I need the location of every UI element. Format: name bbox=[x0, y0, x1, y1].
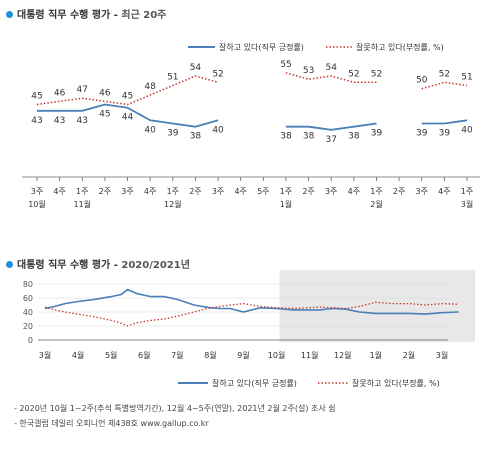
data-label-positive: 43 bbox=[31, 116, 42, 126]
x-tick-label: 3월 bbox=[436, 350, 448, 360]
data-label-negative: 52 bbox=[439, 69, 450, 79]
data-label-negative: 51 bbox=[167, 73, 178, 83]
chart1-plot: 잘하고 있다(직무 긍정률) 잘못하고 있다(부정률, %) 3주 4주 1주 2주 3주 4… bbox=[22, 42, 480, 209]
legend-label-positive: 잘하고 있다(직무 긍정률) bbox=[212, 378, 297, 388]
x-tick-label: 3주 bbox=[121, 187, 133, 196]
x-tick-label: 1주 bbox=[167, 187, 179, 196]
data-label-negative: 55 bbox=[280, 60, 291, 70]
data-label-positive: 38 bbox=[280, 132, 292, 142]
data-label-positive: 39 bbox=[439, 129, 451, 139]
x-tick-label: 4주 bbox=[348, 187, 360, 196]
x-tick-label: 4주 bbox=[144, 187, 156, 196]
x-tick-label: 10월 bbox=[268, 350, 286, 360]
footnote-2: - 한국갤럽 데일리 오피니언 제438호 www.gallup.co.kr bbox=[14, 419, 209, 428]
x-month-label: 10월 bbox=[28, 199, 46, 209]
data-label-positive: 39 bbox=[167, 129, 179, 139]
x-tick-label: 1주 bbox=[76, 187, 88, 196]
x-tick-label: 8월 bbox=[204, 350, 216, 360]
y-tick-label: 20 bbox=[23, 322, 33, 331]
y-tick-label: 40 bbox=[23, 308, 33, 317]
x-tick-label: 2주 bbox=[393, 187, 405, 196]
x-tick-label: 5월 bbox=[105, 350, 117, 360]
x-tick-label: 2주 bbox=[99, 187, 111, 196]
data-label-negative: 52 bbox=[371, 69, 382, 79]
data-label-positive: 39 bbox=[371, 129, 383, 139]
data-label-negative: 51 bbox=[461, 73, 472, 83]
x-tick-label: 5주 bbox=[257, 187, 269, 196]
chart2-plot: 0 20 40 60 80 3월 4월 5월 6월 7월 8월 9월 10월 11월 12월 1월 2월 3월잘하… bbox=[23, 270, 476, 388]
x-tick-label: 1주 bbox=[280, 187, 292, 196]
chart1-title: 대통령 직무 수행 평가 - 최근 20주 bbox=[6, 6, 166, 21]
data-label-negative: 46 bbox=[99, 88, 111, 98]
x-tick-label: 4주 bbox=[438, 187, 450, 196]
bullet-dot-icon bbox=[6, 261, 13, 268]
data-label-positive: 38 bbox=[303, 132, 315, 142]
y-tick-label: 80 bbox=[23, 280, 33, 289]
x-tick-label: 1월 bbox=[370, 350, 382, 360]
footnote-1: - 2020년 10월 1~2주(추석 특별방역기간), 12월 4~5주(연말… bbox=[14, 404, 336, 413]
x-tick-label: 3주 bbox=[212, 187, 224, 196]
legend-label-positive: 잘하고 있다(직무 긍정률) bbox=[219, 42, 304, 52]
x-tick-label: 6월 bbox=[138, 350, 150, 360]
series-positive-line bbox=[44, 288, 459, 315]
series-positive-line bbox=[37, 103, 468, 131]
x-tick-label: 1주 bbox=[370, 187, 382, 196]
data-label-negative: 50 bbox=[416, 76, 428, 86]
chart2-subtitle: 2020/2021년 bbox=[121, 260, 190, 271]
series-negative-line bbox=[44, 301, 459, 327]
y-tick-label: 0 bbox=[28, 336, 33, 345]
x-tick-label: 4월 bbox=[72, 350, 84, 360]
data-label-negative: 53 bbox=[303, 66, 314, 76]
data-label-negative: 47 bbox=[77, 85, 88, 95]
data-label-positive: 40 bbox=[212, 125, 224, 135]
data-label-negative: 52 bbox=[348, 69, 359, 79]
x-tick-label: 7월 bbox=[171, 350, 183, 360]
chart2-title-text: 대통령 직무 수행 평가 bbox=[17, 260, 111, 271]
x-tick-label: 2주 bbox=[189, 187, 201, 196]
shaded-period bbox=[279, 270, 476, 342]
x-month-label: 2월 bbox=[370, 199, 382, 209]
x-tick-label: 4주 bbox=[234, 187, 246, 196]
data-label-positive: 45 bbox=[99, 110, 110, 120]
data-label-negative: 52 bbox=[212, 69, 223, 79]
x-month-label: 11월 bbox=[73, 199, 91, 209]
x-tick-label: 4주 bbox=[53, 187, 65, 196]
data-label-positive: 40 bbox=[461, 125, 473, 135]
x-tick-label: 11월 bbox=[301, 350, 319, 360]
x-tick-label: 3주 bbox=[325, 187, 337, 196]
x-tick-label: 3주 bbox=[31, 187, 43, 196]
x-month-label: 1월 bbox=[280, 199, 292, 209]
x-tick-label: 2월 bbox=[403, 350, 415, 360]
y-tick-label: 60 bbox=[23, 294, 33, 303]
data-label-positive: 39 bbox=[416, 129, 428, 139]
chart1-title-text: 대통령 직무 수행 평가 bbox=[17, 10, 111, 21]
x-month-label: 12월 bbox=[164, 199, 182, 209]
data-label-negative: 45 bbox=[122, 92, 133, 102]
x-tick-label: 3주 bbox=[416, 187, 428, 196]
data-label-negative: 48 bbox=[144, 82, 156, 92]
legend-label-negative: 잘못하고 있다(부정률, %) bbox=[352, 378, 440, 388]
chart2-title: 대통령 직무 수행 평가 - 2020/2021년 bbox=[6, 256, 190, 271]
series-negative-line bbox=[36, 72, 468, 106]
data-label-positive: 43 bbox=[54, 116, 65, 126]
data-label-negative: 45 bbox=[31, 92, 42, 102]
data-label-positive: 43 bbox=[77, 116, 88, 126]
data-label-positive: 38 bbox=[348, 132, 360, 142]
x-tick-label: 9월 bbox=[237, 350, 249, 360]
x-tick-label: 3월 bbox=[39, 350, 51, 360]
data-label-positive: 37 bbox=[325, 135, 336, 145]
data-label-positive: 44 bbox=[122, 113, 134, 123]
data-label-negative: 54 bbox=[325, 63, 337, 73]
bullet-dot-icon bbox=[6, 11, 13, 18]
data-label-positive: 40 bbox=[144, 125, 156, 135]
chart1-subtitle: 최근 20주 bbox=[121, 10, 167, 21]
data-label-negative: 46 bbox=[54, 88, 66, 98]
data-label-negative: 54 bbox=[190, 63, 202, 73]
x-month-label: 3월 bbox=[461, 199, 473, 209]
data-label-positive: 38 bbox=[190, 132, 202, 142]
x-tick-label: 1주 bbox=[461, 187, 473, 196]
legend-label-negative: 잘못하고 있다(부정률, %) bbox=[356, 42, 444, 52]
x-tick-label: 2주 bbox=[302, 187, 314, 196]
x-tick-label: 12월 bbox=[334, 350, 352, 360]
